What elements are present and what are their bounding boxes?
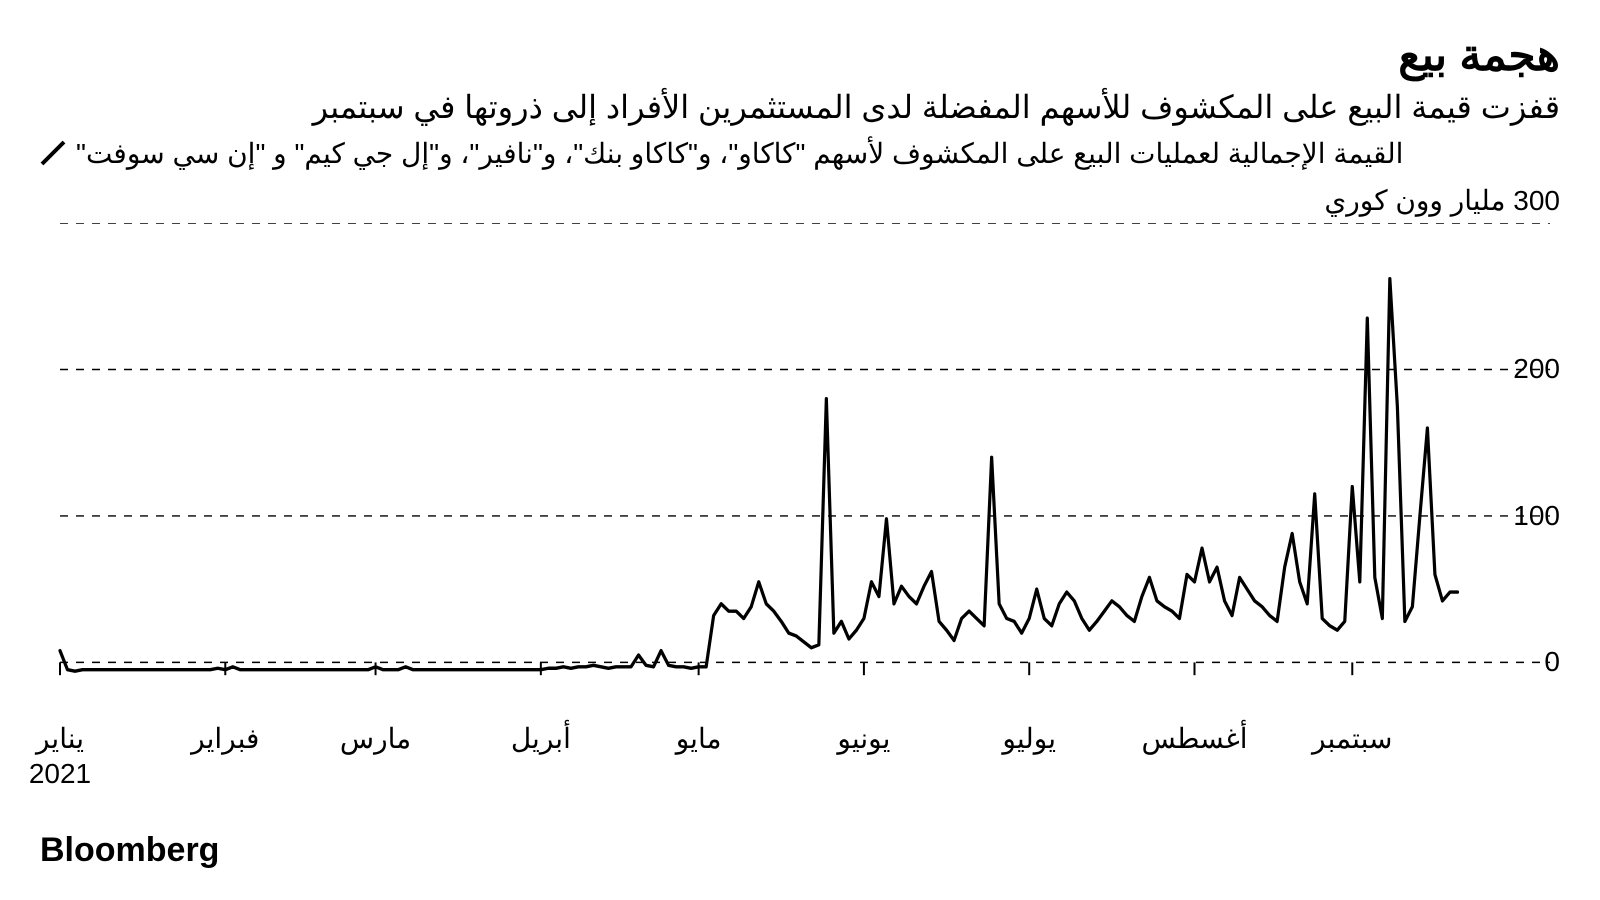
y-axis-unit: 300 مليار وون كوري (40, 184, 1560, 217)
x-tick-label: يونيو (837, 721, 890, 756)
chart-title: هجمة بيع (40, 30, 1560, 81)
x-tick-label: فبراير (191, 721, 259, 756)
legend-line-icon (40, 140, 66, 166)
x-tick-label: مارس (340, 721, 411, 756)
line-chart (40, 223, 1560, 713)
y-tick-label: 100 (1513, 500, 1560, 532)
y-tick-label: 0 (1544, 646, 1560, 678)
x-axis: يناير2021فبرايرمارسأبريلمايويونيويوليوأغ… (40, 721, 1560, 801)
chart-subtitle: قفزت قيمة البيع على المكشوف للأسهم المفض… (40, 87, 1560, 129)
legend: القيمة الإجمالية لعمليات البيع على المكش… (40, 137, 1560, 170)
x-tick-label: سبتمبر (1312, 721, 1392, 756)
x-tick-label: يوليو (1002, 721, 1056, 756)
x-tick-label: أبريل (511, 721, 571, 756)
legend-text: القيمة الإجمالية لعمليات البيع على المكش… (76, 137, 1403, 170)
x-tick-label: مايو (676, 721, 722, 756)
y-tick-label: 200 (1513, 353, 1560, 385)
x-tick-label: يناير2021 (29, 721, 91, 791)
source-attribution: Bloomberg (40, 831, 219, 870)
x-tick-label: أغسطس (1141, 721, 1247, 756)
chart-area: 0 100 200 (40, 223, 1560, 713)
